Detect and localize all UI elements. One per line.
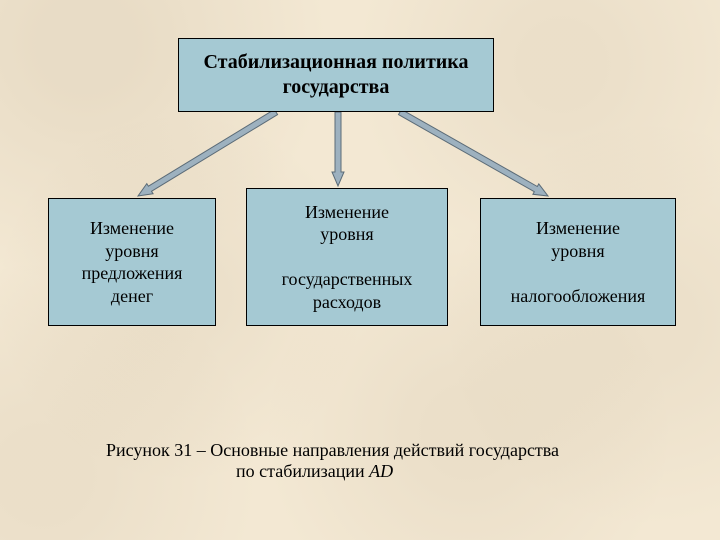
figure-caption: Рисунок 31 – Основные направления действ… [106,440,559,482]
child-right-box: Изменение уровня налогообложения [480,198,676,326]
child-mid-box: Изменение уровня государственных расходо… [246,188,448,326]
arrow [332,112,344,186]
root-box: Стабилизационная политика государства [178,38,494,112]
child-mid-label: Изменение уровня государственных расходо… [282,201,413,314]
child-right-label: Изменение уровня налогообложения [511,217,646,307]
child-left-box: Изменение уровня предложения денег [48,198,216,326]
root-label: Стабилизационная политика государства [203,50,468,100]
arrow [399,109,549,196]
child-left-label: Изменение уровня предложения денег [82,217,183,307]
arrow [138,109,278,196]
